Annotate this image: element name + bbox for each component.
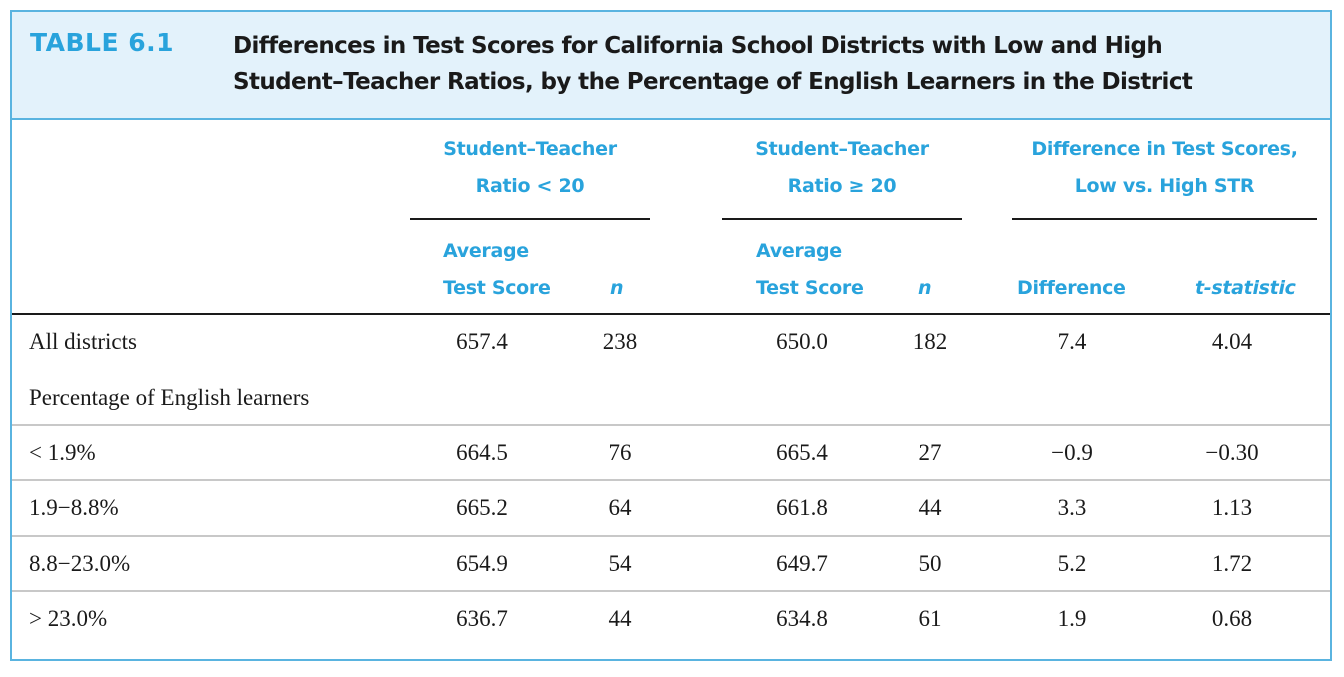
group-header-ratio-low-line-1: Student–Teacher [443,138,617,160]
table-frame: TABLE 6.1 Differences in Test Scores for… [10,10,1332,661]
group-header-ratio-high-line-2: Ratio ≥ 20 [787,175,897,197]
group-header-ratio-low: Student–Teacher Ratio < 20 [410,131,650,205]
table-title: Differences in Test Scores for Californi… [233,28,1293,100]
avg-score-low: 636.7 [456,606,508,631]
row-label: < 1.9% [29,440,96,465]
t-statistic-value: 1.13 [1211,495,1253,520]
row-label: 1.9−8.8% [29,495,119,520]
n-high: 44 [918,495,942,520]
avg-score-high: 649.7 [776,551,828,576]
n-low: 64 [608,495,632,520]
n-high: 50 [918,551,942,576]
row-divider [12,424,1330,426]
group-header-difference-line-2: Low vs. High STR [1074,175,1255,197]
t-statistic-value: −0.30 [1205,440,1259,465]
avg-score-high: 661.8 [776,495,828,520]
group-header-ratio-high: Student–Teacher Ratio ≥ 20 [722,131,962,205]
avg-score-low: 654.9 [456,551,508,576]
row-label: 8.8−23.0% [29,551,131,576]
subheader-avg-score-high-line-2: Test Score [756,277,864,299]
group-header-difference-line-1: Difference in Test Scores, [1031,138,1298,160]
t-statistic-value: 1.72 [1211,551,1253,576]
row-section-label: Percentage of English learners [29,385,310,410]
group-header-ratio-high-line-1: Student–Teacher [755,138,929,160]
avg-score-low: 665.2 [456,495,508,520]
row-divider [12,535,1330,537]
difference-value: 7.4 [1057,329,1087,354]
n-high: 27 [918,440,942,465]
group-rule-ratio-low [410,218,650,220]
row-label: > 23.0% [29,606,108,631]
avg-score-high: 665.4 [776,440,828,465]
difference-value: 3.3 [1057,495,1087,520]
difference-value: 1.9 [1057,606,1087,631]
subheader-difference: Difference [1017,277,1126,299]
subheader-n-high: n [918,277,932,299]
difference-value: 5.2 [1057,551,1087,576]
subheader-avg-score-high: Average Test Score [756,233,864,307]
subheader-avg-score-low-line-2: Test Score [443,277,551,299]
group-header-ratio-low-line-2: Ratio < 20 [475,175,585,197]
table-title-line-2: Student–Teacher Ratios, by the Percentag… [233,69,1193,95]
table-header-band: TABLE 6.1 Differences in Test Scores for… [12,12,1330,120]
header-rule [12,313,1330,315]
n-high: 61 [918,606,942,631]
subheader-avg-score-low-line-1: Average [443,240,529,262]
table-title-line-1: Differences in Test Scores for Californi… [233,33,1163,59]
subheader-avg-score-high-line-1: Average [756,240,842,262]
avg-score-high: 634.8 [776,606,828,631]
avg-score-high: 650.0 [776,329,828,354]
n-low: 44 [608,606,632,631]
n-low: 238 [602,329,638,354]
group-rule-ratio-high [722,218,962,220]
group-header-difference: Difference in Test Scores, Low vs. High … [1012,131,1317,205]
t-statistic-value: 4.04 [1211,329,1253,354]
subheader-n-low: n [610,277,624,299]
row-label: All districts [29,329,137,354]
t-statistic-value: 0.68 [1211,606,1253,631]
n-low: 54 [608,551,632,576]
avg-score-low: 657.4 [456,329,508,354]
n-high: 182 [912,329,948,354]
row-divider [12,590,1330,592]
subheader-t-statistic: t-statistic [1195,277,1296,299]
group-rule-difference [1012,218,1317,220]
subheader-avg-score-low: Average Test Score [443,233,551,307]
table-label: TABLE 6.1 [30,28,175,57]
difference-value: −0.9 [1051,440,1093,465]
n-low: 76 [608,440,632,465]
row-divider [12,479,1330,481]
avg-score-low: 664.5 [456,440,508,465]
